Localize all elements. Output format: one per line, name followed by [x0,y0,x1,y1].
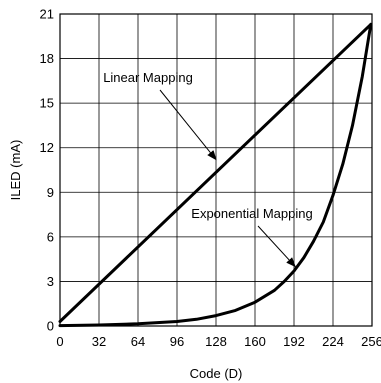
y-tick-label: 3 [47,274,54,289]
x-tick-label: 160 [244,334,266,349]
tick-labels: 0 32 64 96 128 160 192 224 256 0 3 6 9 12 15 18 21 [40,7,381,350]
y-tick-label: 9 [47,185,54,200]
x-tick-label: 128 [205,334,227,349]
x-tick-label: 192 [283,334,305,349]
y-tick-label: 21 [40,7,54,22]
exponential-mapping-label: Exponential Mapping [191,206,312,221]
x-tick-label: 64 [131,334,145,349]
x-tick-label: 0 [56,334,63,349]
x-axis-title: Code (D) [190,366,243,381]
exponential-mapping-line [58,22,373,328]
x-tick-label: 224 [322,334,344,349]
y-axis-title: ILED (mA) [8,140,23,201]
y-tick-label: 6 [47,229,54,244]
y-tick-label: 15 [40,96,54,111]
linear-mapping-line [58,22,373,323]
y-tick-label: 18 [40,51,54,66]
series-layer [58,22,373,328]
x-tick-label: 32 [92,334,106,349]
y-tick-label: 0 [47,319,54,334]
annotations: Linear Mapping Exponential Mapping [103,70,313,268]
exponential-mapping-arrow [257,225,296,268]
linear-mapping-arrow [159,89,217,161]
grid [59,13,373,327]
x-tick-label: 96 [170,334,184,349]
y-tick-label: 12 [40,140,54,155]
x-tick-label: 256 [361,334,381,349]
linear-mapping-label: Linear Mapping [103,70,193,85]
plot-frame [59,13,373,327]
